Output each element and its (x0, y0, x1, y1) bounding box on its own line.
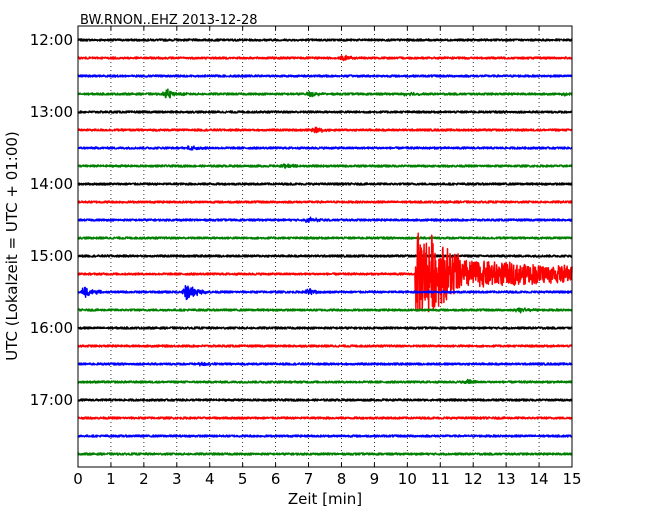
y-tick-label: 12:00 (30, 31, 73, 49)
trace-1215 (77, 54, 573, 62)
x-tick-label: 9 (370, 470, 380, 488)
trace-1645 (77, 378, 573, 385)
y-tick-label: 16:00 (30, 319, 73, 337)
trace-1715 (77, 416, 573, 420)
x-tick-label: 1 (106, 470, 116, 488)
y-tick-label: 17:00 (30, 391, 73, 409)
y-axis-label: UTC (Lokalzeit = UTC + 01:00) (3, 131, 21, 361)
trace-1515 (77, 232, 573, 313)
x-tick-label: 5 (238, 470, 248, 488)
x-tick-label: 13 (497, 470, 516, 488)
trace-1200 (77, 38, 573, 42)
x-tick-label: 14 (530, 470, 549, 488)
trace-1230 (77, 74, 573, 78)
x-axis-label: Zeit [min] (288, 490, 362, 508)
x-tick-label: 2 (139, 470, 149, 488)
x-tick-label: 7 (304, 470, 314, 488)
y-tick-label: 13:00 (30, 103, 73, 121)
trace-1615 (77, 344, 573, 348)
trace-1530 (77, 284, 573, 301)
trace-1730 (77, 434, 573, 438)
trace-1600 (77, 326, 573, 330)
trace-1430 (77, 216, 573, 224)
trace-1745 (77, 452, 573, 456)
trace-1245 (77, 88, 573, 99)
chart-title: BW.RNON..EHZ 2013-12-28 (80, 13, 258, 28)
x-tick-label: 0 (73, 470, 83, 488)
trace-1545 (77, 307, 573, 314)
x-tick-label: 3 (172, 470, 182, 488)
trace-1330 (77, 145, 573, 151)
plot-frame (77, 25, 573, 468)
x-tick-label: 11 (431, 470, 450, 488)
axis-ticks: 0 1 2 3 4 5 6 7 8 9 10 11 12 13 14 1512:0013:0014:0015:… (30, 26, 582, 488)
trace-1345 (77, 163, 573, 169)
trace-1700 (77, 398, 573, 402)
y-tick-label: 14:00 (30, 175, 73, 193)
trace-1415 (77, 200, 573, 204)
trace-1400 (77, 182, 573, 186)
y-tick-label: 15:00 (30, 247, 73, 265)
trace-1300 (77, 110, 573, 114)
trace-1315 (77, 126, 573, 134)
trace-1445 (77, 236, 573, 240)
x-tick-label: 6 (271, 470, 281, 488)
x-tick-label: 15 (562, 470, 581, 488)
x-tick-label: 4 (205, 470, 215, 488)
x-tick-label: 8 (337, 470, 347, 488)
x-tick-label: 10 (398, 470, 417, 488)
trace-1630 (77, 361, 573, 367)
traces (77, 38, 573, 456)
trace-1500 (77, 254, 573, 258)
grid (110, 26, 540, 467)
x-tick-label: 12 (464, 470, 483, 488)
